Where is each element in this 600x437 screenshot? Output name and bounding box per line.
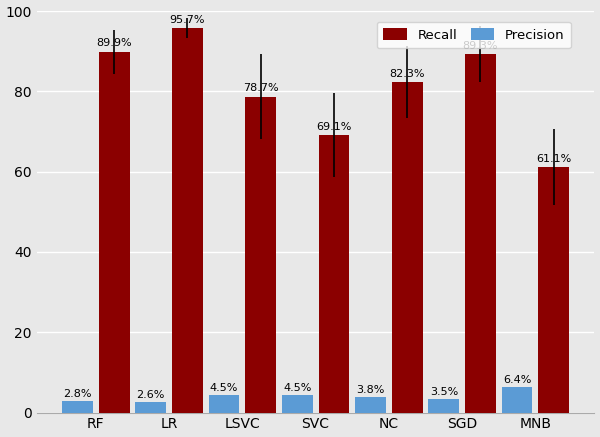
Text: 3.8%: 3.8% <box>356 385 385 395</box>
Legend: Recall, Precision: Recall, Precision <box>377 22 571 48</box>
Text: 78.7%: 78.7% <box>243 83 278 94</box>
Bar <box>428 399 459 413</box>
Bar <box>392 82 422 413</box>
Bar <box>282 395 313 413</box>
Text: 89.9%: 89.9% <box>97 38 132 49</box>
Bar <box>465 54 496 413</box>
Text: 89.3%: 89.3% <box>463 41 498 51</box>
Bar <box>136 402 166 413</box>
Bar <box>319 135 349 413</box>
Bar <box>355 397 386 413</box>
Text: 4.5%: 4.5% <box>283 382 311 392</box>
Text: 95.7%: 95.7% <box>170 15 205 25</box>
Text: 2.6%: 2.6% <box>137 390 165 400</box>
Text: 2.8%: 2.8% <box>63 389 92 399</box>
Bar <box>245 97 276 413</box>
Text: 6.4%: 6.4% <box>503 375 531 385</box>
Bar <box>538 167 569 413</box>
Text: 3.5%: 3.5% <box>430 386 458 396</box>
Bar <box>172 28 203 413</box>
Text: 82.3%: 82.3% <box>389 69 425 79</box>
Bar <box>62 401 93 413</box>
Text: 69.1%: 69.1% <box>316 122 352 132</box>
Text: 61.1%: 61.1% <box>536 154 571 164</box>
Bar <box>502 387 532 413</box>
Bar <box>99 52 130 413</box>
Text: 4.5%: 4.5% <box>210 382 238 392</box>
Bar <box>209 395 239 413</box>
